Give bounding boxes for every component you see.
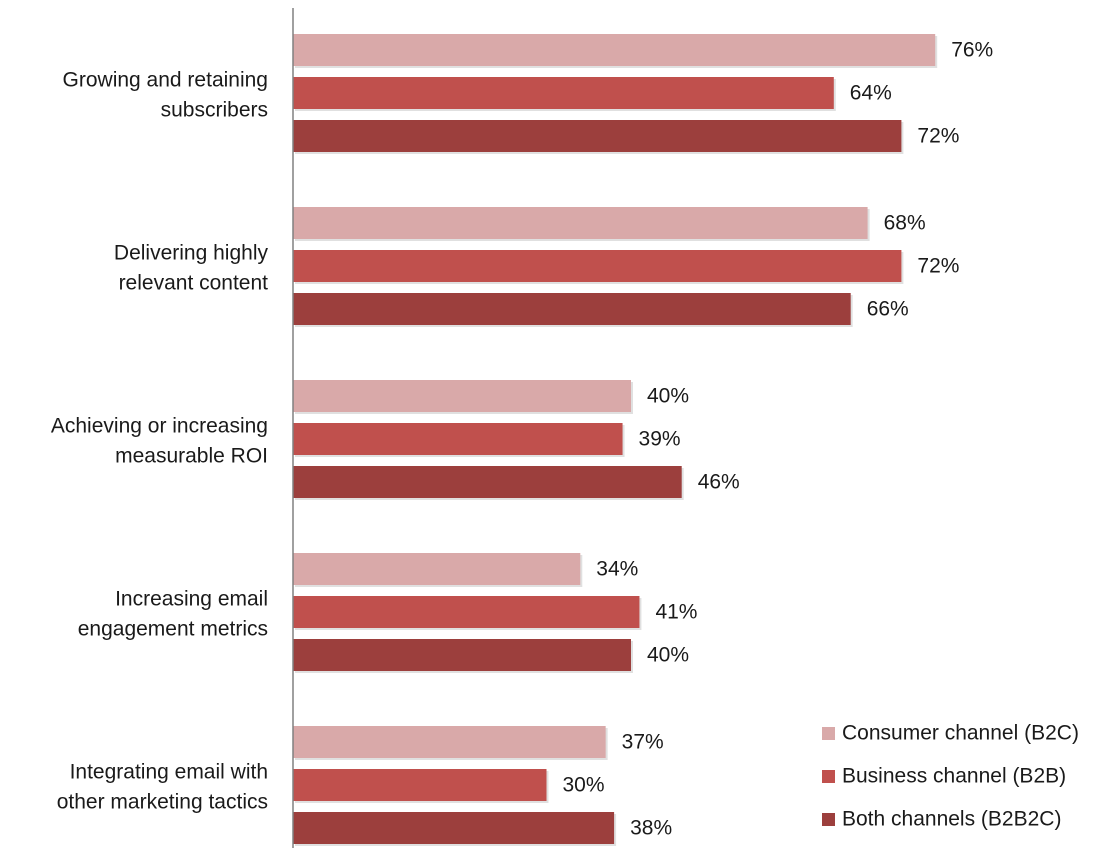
data-label: 68% (884, 212, 926, 235)
bar (293, 120, 902, 152)
data-label: 66% (867, 298, 909, 321)
category-label: Growing and retaining (63, 69, 268, 92)
bar (293, 596, 640, 628)
data-label: 37% (622, 731, 664, 754)
data-label: 64% (850, 82, 892, 105)
data-label: 40% (647, 385, 689, 408)
bar (293, 812, 615, 844)
bar (293, 769, 547, 801)
category-label: Increasing email (115, 588, 268, 611)
legend-swatch (822, 727, 835, 740)
data-label: 41% (655, 601, 697, 624)
category-labels: Growing and retaining subscribers Deliveri… (51, 69, 269, 814)
data-label: 38% (630, 817, 672, 840)
bars-group (293, 34, 938, 846)
data-label: 40% (647, 644, 689, 667)
bar (293, 34, 936, 66)
legend: Consumer channel (B2C) Business channel (… (822, 722, 1079, 831)
category-label: other marketing tactics (57, 791, 268, 814)
bar (293, 380, 631, 412)
bar (293, 553, 581, 585)
category-label: measurable ROI (115, 445, 268, 468)
data-label: 46% (698, 471, 740, 494)
data-label: 30% (563, 774, 605, 797)
data-label: 76% (951, 39, 993, 62)
bar (293, 250, 902, 282)
legend-swatch (822, 770, 835, 783)
legend-swatch (822, 813, 835, 826)
bar (293, 423, 623, 455)
data-label: 72% (917, 125, 959, 148)
category-label: relevant content (119, 272, 269, 295)
data-label: 34% (596, 558, 638, 581)
bar (293, 77, 834, 109)
bar (293, 726, 606, 758)
bar (293, 466, 682, 498)
legend-label: Both channels (B2B2C) (842, 808, 1061, 831)
bar (293, 207, 868, 239)
legend-label: Consumer channel (B2C) (842, 722, 1079, 745)
category-label: Achieving or increasing (51, 415, 268, 438)
value-labels: 76% 64% 72% 68% 72% 66% 40% 39% 46% 34% 41% 40% 37% 3… (563, 39, 994, 840)
category-label: subscribers (161, 99, 268, 122)
data-label: 39% (639, 428, 681, 451)
data-label: 72% (917, 255, 959, 278)
category-label: Delivering highly (114, 242, 269, 265)
bar (293, 639, 631, 671)
bar (293, 293, 851, 325)
category-label: Integrating email with (70, 761, 268, 784)
legend-label: Business channel (B2B) (842, 765, 1066, 788)
category-label: engagement metrics (78, 618, 268, 641)
